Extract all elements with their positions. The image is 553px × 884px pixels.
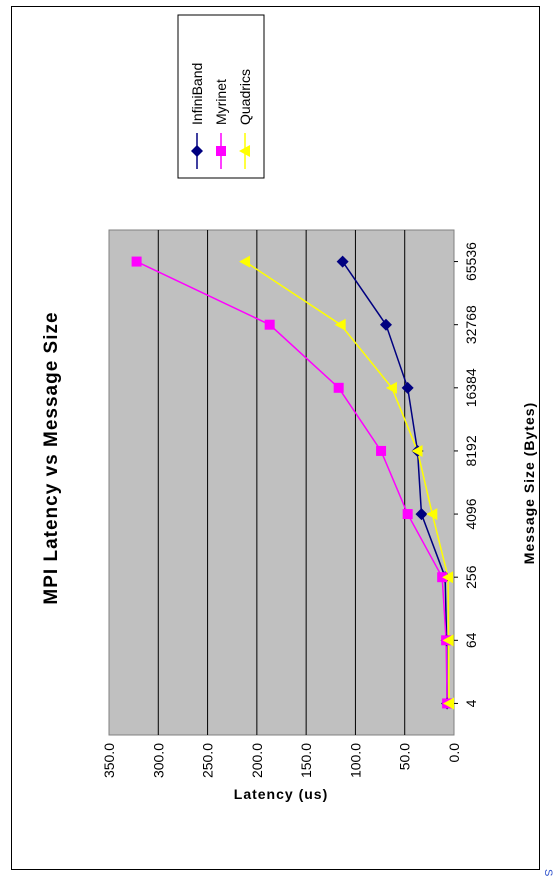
- x-tick-labels: 4 64 256 4096 8192 16384 32768 65536: [454, 242, 479, 707]
- series-line-myrinet: [136, 260, 448, 704]
- data-point-quadrics: [411, 444, 423, 457]
- data-point-quadrics: [443, 697, 455, 710]
- data-point-myrinet: [376, 445, 387, 456]
- series-markers: [131, 255, 455, 710]
- y-tick-label: 300.0: [150, 743, 166, 778]
- y-tick-label: 100.0: [347, 743, 363, 778]
- plot-area: [108, 229, 455, 736]
- y-tick-label: 0.0: [446, 743, 462, 763]
- series-line-infiniband: [341, 261, 448, 704]
- legend: InfiniBand Myrinet Quadrics: [177, 14, 265, 179]
- x-tick-label: 16384: [463, 368, 479, 407]
- data-point-myrinet: [131, 256, 142, 267]
- y-tick-label: 150.0: [298, 743, 314, 778]
- y-tick-label: 200.0: [249, 743, 265, 778]
- legend-marker-myrinet: [216, 146, 226, 156]
- data-point-quadrics: [334, 318, 346, 331]
- data-point-quadrics: [442, 571, 454, 584]
- y-tick-label: 50.0: [397, 743, 413, 770]
- x-tick-label: 65536: [463, 242, 479, 281]
- data-point-infiniband: [336, 255, 349, 268]
- gridlines: [157, 230, 406, 735]
- data-point-quadrics: [442, 634, 454, 647]
- legend-box: [177, 14, 265, 179]
- data-point-infiniband: [401, 381, 414, 394]
- y-tick-label: 250.0: [200, 743, 216, 778]
- x-tick-label: 32768: [463, 305, 479, 344]
- legend-marker-infiniband: [191, 145, 203, 157]
- data-point-myrinet: [333, 382, 344, 393]
- y-axis-title: Latency (us): [234, 786, 328, 802]
- series-lines: [136, 260, 450, 704]
- data-point-quadrics: [239, 255, 251, 268]
- y-tick-label: 350.0: [101, 743, 117, 778]
- legend-label-myrinet: Myrinet: [213, 79, 229, 125]
- data-point-myrinet: [264, 319, 275, 330]
- x-tick-label: 64: [463, 632, 479, 648]
- chart-svg: MPI Latency vs Message Size 0.0 50.0 100.0…: [41, 14, 537, 802]
- legend-label-infiniband: InfiniBand: [189, 63, 205, 125]
- x-tick-label: 8192: [463, 435, 479, 466]
- x-tick-label: 256: [463, 565, 479, 589]
- data-point-myrinet: [402, 509, 413, 520]
- y-tick-labels: 0.0 50.0 100.0 150.0 200.0 250.0 300.0 350.0: [101, 743, 462, 778]
- legend-marker-quadrics: [239, 145, 250, 157]
- x-axis-title: Message Size (Bytes): [521, 402, 537, 564]
- data-point-quadrics: [385, 381, 397, 394]
- x-tick-label: 4: [463, 699, 479, 707]
- chart-title: MPI Latency vs Message Size: [41, 311, 62, 604]
- data-point-infiniband: [415, 508, 428, 521]
- data-point-quadrics: [426, 508, 438, 521]
- page-edge-mark: S: [542, 869, 553, 877]
- x-tick-label: 4096: [463, 498, 479, 529]
- chart-frame: MPI Latency vs Message Size 0.0 50.0 100.0…: [11, 6, 540, 870]
- legend-label-quadrics: Quadrics: [237, 69, 253, 125]
- data-point-infiniband: [379, 318, 392, 331]
- series-line-quadrics: [244, 260, 450, 704]
